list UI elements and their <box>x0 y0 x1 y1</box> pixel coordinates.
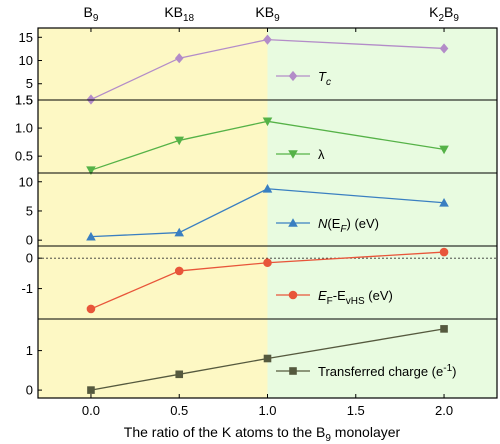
data-point-NEF <box>174 227 185 237</box>
series-line-lambda <box>90 120 445 171</box>
y-tick-label: 1.5 <box>15 93 33 108</box>
x-tick-label: 0.0 <box>82 403 100 418</box>
series-line-NEF <box>90 188 445 238</box>
legend-marker-lambda <box>288 150 298 159</box>
data-point-NEF <box>439 197 449 207</box>
y-tick-label: 0.5 <box>15 149 33 164</box>
composition-label: B9 <box>84 4 99 24</box>
y-tick-label: 0 <box>26 233 33 248</box>
y-tick-label: 5 <box>26 76 33 91</box>
composition-label: K2B9 <box>429 4 459 24</box>
y-tick-label: 10 <box>19 53 33 68</box>
y-tick-label: 5 <box>26 203 33 218</box>
legend-marker-NEF <box>288 218 298 227</box>
y-tick-label: 0 <box>26 383 33 398</box>
data-point-charge <box>175 370 184 379</box>
data-point-charge <box>440 325 448 333</box>
y-tick-label: 15 <box>19 30 33 45</box>
top-composition-labels: B9 KB18 KB9 K2B9 <box>84 4 460 24</box>
data-point-lambda <box>86 166 96 175</box>
legend-label-charge: Transferred charge (e-1) <box>318 363 457 379</box>
data-point-Tc <box>174 53 184 64</box>
y-tick-label: 0 <box>26 251 33 266</box>
data-point-EF_EvHS <box>263 258 272 268</box>
y-tick-label: 1 <box>26 343 33 358</box>
panel-Tc: 1.5 5 10 15 Tc <box>15 30 449 108</box>
x-tick-label: 0.5 <box>170 403 188 418</box>
composition-label: KB18 <box>164 4 194 24</box>
data-point-lambda <box>439 145 449 155</box>
legend-label-lambda: λ <box>318 147 325 162</box>
legend-label-NEF: N(EF) (eV) <box>318 216 379 235</box>
green-region <box>267 28 497 398</box>
data-point-charge <box>263 354 272 363</box>
panel-EF_EvHS: 0 -1 EF-EvHS (eV) <box>21 247 497 314</box>
data-point-NEF <box>262 183 273 193</box>
legend-marker-charge <box>289 367 297 375</box>
data-point-EF_EvHS <box>174 266 184 276</box>
data-point-charge <box>87 386 95 394</box>
y-tick-label: 1.5 <box>15 93 33 108</box>
x-tick-label: 1.5 <box>347 403 365 418</box>
panel-charge: 0 1 Transferred charge (e-1) <box>26 325 457 398</box>
series-line-Tc <box>90 38 445 101</box>
composition-label: KB9 <box>255 4 280 24</box>
legend-marker-Tc <box>288 70 298 82</box>
series-line-charge <box>90 328 445 391</box>
series-line-EF_EvHS <box>90 251 445 310</box>
x-tick-label: 1.0 <box>258 403 276 418</box>
legend-label-EF_EvHS: EF-EvHS (eV) <box>318 288 393 307</box>
background-shading <box>38 28 497 398</box>
data-point-EF_EvHS <box>86 304 96 314</box>
x-axis-title: The ratio of the K atoms to the B9 monol… <box>124 424 401 444</box>
data-point-Tc <box>263 34 272 45</box>
data-point-Tc <box>439 43 449 54</box>
legend-marker-EF_EvHS <box>288 290 298 300</box>
x-axis: 0.0 0.5 1.0 1.5 2.0 <box>82 28 453 418</box>
yellow-region <box>38 28 268 398</box>
panel-NEF: 0 5 10 N(EF) (eV) <box>19 174 449 248</box>
data-point-EF_EvHS <box>439 247 449 257</box>
x-tick-label: 2.0 <box>435 403 453 418</box>
legend-label-Tc: Tc <box>318 69 331 88</box>
y-tick-label: -1 <box>21 281 33 296</box>
data-point-lambda <box>174 136 185 146</box>
y-tick-label: 10 <box>19 174 33 189</box>
data-point-lambda <box>262 117 273 127</box>
data-point-NEF <box>86 231 96 241</box>
y-tick-label: 1.0 <box>15 121 33 136</box>
panel-lambda: 0.5 1.0 1.5 λ <box>15 93 449 175</box>
